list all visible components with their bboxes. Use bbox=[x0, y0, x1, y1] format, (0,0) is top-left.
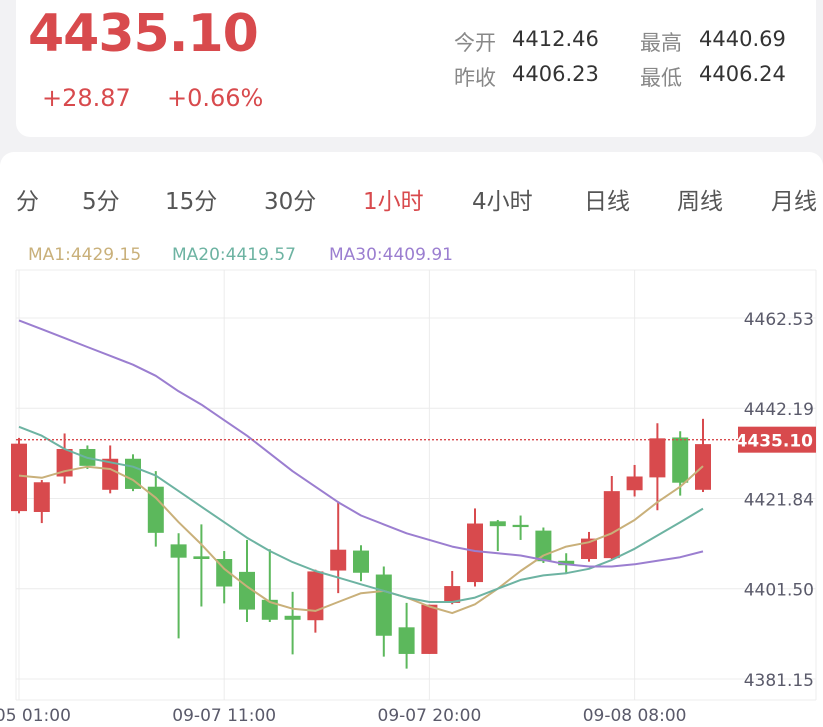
ma30-line bbox=[18, 319, 704, 568]
y-tick-label: 4442.19 bbox=[744, 400, 814, 420]
x-tick-label: 09-07 11:00 bbox=[172, 706, 276, 726]
candle-body-down bbox=[193, 556, 210, 560]
legend-ma20: MA20:4419.57 bbox=[172, 245, 296, 265]
candle-body-up bbox=[626, 476, 643, 491]
tab-weekly[interactable]: 周线 bbox=[677, 189, 723, 215]
current-price-tag bbox=[738, 426, 816, 453]
y-tick-label: 4381.15 bbox=[744, 671, 814, 691]
candle-body-down bbox=[353, 550, 369, 573]
candle-body-down bbox=[375, 574, 392, 636]
candle-body-down bbox=[512, 524, 529, 528]
y-tick-label: 4462.53 bbox=[744, 310, 814, 330]
high-label: 最高 bbox=[640, 31, 682, 55]
candle-body-up bbox=[649, 438, 666, 478]
candle-body-down bbox=[261, 599, 278, 620]
candle-body-down bbox=[672, 437, 689, 483]
price-change: +28.87 bbox=[42, 84, 131, 112]
candle-body-up bbox=[467, 523, 483, 583]
prev-close-value: 4406.23 bbox=[512, 62, 599, 86]
tab-monthly[interactable]: 月线 bbox=[771, 189, 817, 215]
ma20-line bbox=[18, 425, 704, 603]
candle-body-up bbox=[33, 482, 50, 512]
y-tick-label: 4421.84 bbox=[744, 491, 814, 511]
tab-30min[interactable]: 30分 bbox=[264, 189, 317, 215]
tab-5min[interactable]: 5分 bbox=[82, 189, 120, 215]
candle-body-down bbox=[398, 627, 415, 654]
open-value: 4412.46 bbox=[512, 27, 599, 51]
tab-15min[interactable]: 15分 bbox=[165, 189, 218, 215]
x-tick-label: 09-08 08:00 bbox=[583, 706, 687, 726]
legend-ma1: MA1:4429.15 bbox=[28, 245, 142, 265]
candle-body-up bbox=[444, 586, 461, 603]
candle-body-up bbox=[102, 458, 119, 490]
x-tick-label: 09-05 01:00 bbox=[0, 706, 71, 726]
tab-daily[interactable]: 日线 bbox=[584, 189, 630, 215]
candle-body-up bbox=[11, 443, 27, 512]
last-price: 4435.10 bbox=[28, 4, 259, 64]
candle-body-up bbox=[603, 491, 620, 559]
low-value: 4406.24 bbox=[699, 62, 786, 86]
open-label: 今开 bbox=[454, 31, 496, 55]
low-label: 最低 bbox=[640, 66, 682, 90]
prev-close-label: 昨收 bbox=[454, 66, 496, 90]
quote-card bbox=[16, 0, 816, 137]
tab-1min[interactable]: 分 bbox=[16, 189, 39, 215]
ma1-line bbox=[18, 465, 704, 615]
candle-body-down bbox=[284, 615, 301, 620]
candle-body-down bbox=[147, 486, 164, 533]
tab-4hour[interactable]: 4小时 bbox=[472, 189, 533, 215]
x-tick-label: 09-07 20:00 bbox=[378, 706, 482, 726]
price-change-percent: +0.66% bbox=[167, 84, 264, 112]
candle-body-down bbox=[170, 544, 187, 558]
candle-body-up bbox=[307, 571, 324, 621]
y-tick-label: 4401.50 bbox=[744, 581, 814, 601]
candle-body-down bbox=[239, 571, 255, 610]
candle-body-up bbox=[330, 549, 347, 571]
current-price-label: 4435.10 bbox=[736, 432, 814, 452]
candle-body-up bbox=[421, 604, 438, 654]
candle-body-down bbox=[489, 521, 506, 527]
high-value: 4440.69 bbox=[699, 27, 786, 51]
candle-body-down bbox=[558, 560, 575, 566]
tab-1hour[interactable]: 1小时 bbox=[363, 189, 424, 215]
legend-ma30: MA30:4409.91 bbox=[329, 245, 453, 265]
